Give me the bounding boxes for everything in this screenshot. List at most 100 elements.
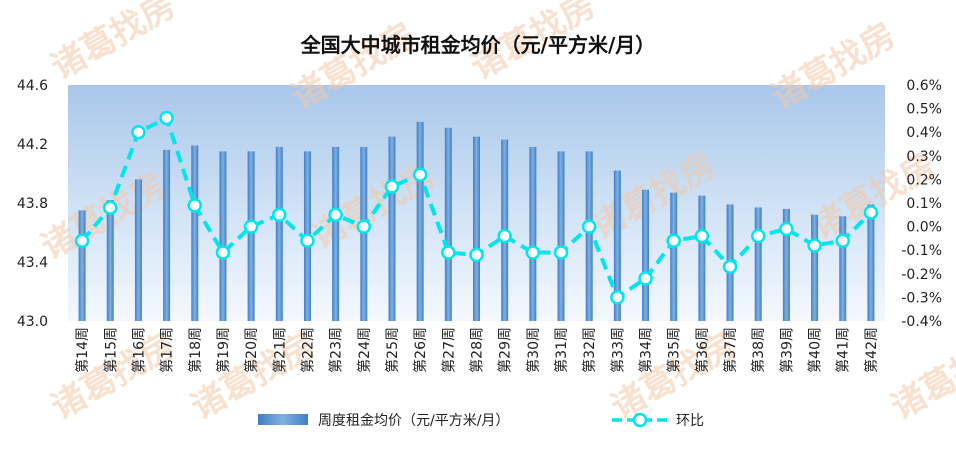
bar: [107, 200, 114, 321]
bar: [191, 145, 198, 321]
x-tick-label: 第28周: [469, 327, 486, 373]
line-point: [471, 249, 483, 261]
x-tick-label: 第25周: [384, 327, 401, 373]
x-tick-label: 第36周: [694, 327, 711, 373]
watermark-text: 诸葛找房: [45, 0, 183, 88]
x-tick-label: 第24周: [356, 327, 373, 373]
x-tick-label: 第35周: [666, 327, 683, 373]
watermark-text: 诸葛找房: [885, 325, 956, 428]
bar: [867, 204, 874, 321]
line-point: [189, 199, 201, 211]
line-point: [330, 209, 342, 221]
line-point: [780, 223, 792, 235]
x-tick-label: 第29周: [497, 327, 514, 373]
line-point: [217, 247, 229, 259]
bar: [586, 151, 593, 321]
x-tick-label: 第32周: [581, 327, 598, 373]
x-tick-label: 第23周: [328, 327, 345, 373]
bar: [360, 147, 367, 321]
x-tick-label: 第39周: [778, 327, 795, 373]
legend: 周度租金均价（元/平方米/月） 环比: [258, 413, 704, 429]
x-tick-label: 第42周: [863, 327, 880, 373]
line-point: [696, 230, 708, 242]
left-axis: 43.043.443.844.244.6: [17, 78, 48, 330]
x-tick-label: 第16周: [130, 327, 147, 373]
bar: [135, 179, 142, 321]
line-point: [640, 273, 652, 285]
x-tick-label: 第26周: [412, 327, 429, 373]
x-tick-label: 第19周: [215, 327, 232, 373]
x-tick-label: 第15周: [102, 327, 119, 373]
line-point: [837, 235, 849, 247]
right-tick-label: 0.4%: [906, 125, 942, 141]
right-tick-label: -0.2%: [901, 267, 942, 283]
x-tick-label: 第33周: [609, 327, 626, 373]
right-tick-label: -0.4%: [901, 314, 942, 330]
legend-swatch-bar: [258, 414, 308, 425]
line-point: [724, 261, 736, 273]
bar: [276, 147, 283, 321]
right-tick-label: 0.5%: [906, 102, 942, 118]
bar: [388, 137, 395, 321]
line-point: [527, 247, 539, 259]
left-tick-label: 44.6: [17, 78, 48, 94]
line-point: [752, 230, 764, 242]
x-tick-label: 第41周: [835, 327, 852, 373]
line-point: [104, 202, 116, 214]
x-tick-label: 第17周: [159, 327, 176, 373]
chart-title: 全国大中城市租金均价（元/平方米/月）: [300, 33, 656, 57]
left-tick-label: 43.8: [17, 196, 48, 212]
bar: [163, 150, 170, 321]
line-point: [273, 209, 285, 221]
legend-marker: [634, 414, 646, 426]
bar: [417, 122, 424, 321]
bar: [219, 151, 226, 321]
left-tick-label: 43.0: [17, 314, 48, 330]
x-axis: 第14周第15周第16周第17周第18周第19周第20周第21周第22周第23周…: [74, 327, 880, 373]
line-point: [245, 221, 257, 233]
bar: [811, 215, 818, 321]
bar: [473, 137, 480, 321]
x-tick-label: 第40周: [807, 327, 824, 373]
line-point: [301, 235, 313, 247]
bar: [529, 147, 536, 321]
right-tick-label: 0.1%: [906, 196, 942, 212]
x-tick-label: 第14周: [74, 327, 91, 373]
x-tick-label: 第31周: [553, 327, 570, 373]
line-point: [414, 169, 426, 181]
x-tick-label: 第30周: [525, 327, 542, 373]
x-tick-label: 第38周: [750, 327, 767, 373]
bar: [79, 210, 86, 321]
left-tick-label: 43.4: [17, 255, 48, 271]
bar: [248, 151, 255, 321]
bar: [558, 151, 565, 321]
bar: [642, 190, 649, 321]
bar: [839, 216, 846, 321]
line-point: [161, 112, 173, 124]
line-point: [442, 247, 454, 259]
x-tick-label: 第20周: [243, 327, 260, 373]
x-tick-label: 第34周: [638, 327, 655, 373]
right-tick-label: 0.6%: [906, 78, 942, 94]
right-axis: -0.4%-0.3%-0.2%-0.1%0.0%0.1%0.2%0.3%0.4%…: [901, 78, 942, 330]
x-tick-label: 第18周: [187, 327, 204, 373]
right-tick-label: 0.3%: [906, 149, 942, 165]
line-point: [809, 239, 821, 251]
line-point: [132, 126, 144, 138]
right-tick-label: -0.1%: [901, 243, 942, 259]
bar: [670, 193, 677, 321]
line-point: [865, 206, 877, 218]
line-point: [499, 230, 511, 242]
legend-label-line: 环比: [676, 413, 704, 429]
legend-label-bar: 周度租金均价（元/平方米/月）: [318, 413, 509, 429]
line-point: [76, 235, 88, 247]
x-tick-label: 第21周: [271, 327, 288, 373]
line-point: [668, 235, 680, 247]
line-point: [583, 221, 595, 233]
x-tick-label: 第22周: [299, 327, 316, 373]
x-tick-label: 第27周: [440, 327, 457, 373]
bar: [445, 128, 452, 321]
bar: [698, 196, 705, 321]
